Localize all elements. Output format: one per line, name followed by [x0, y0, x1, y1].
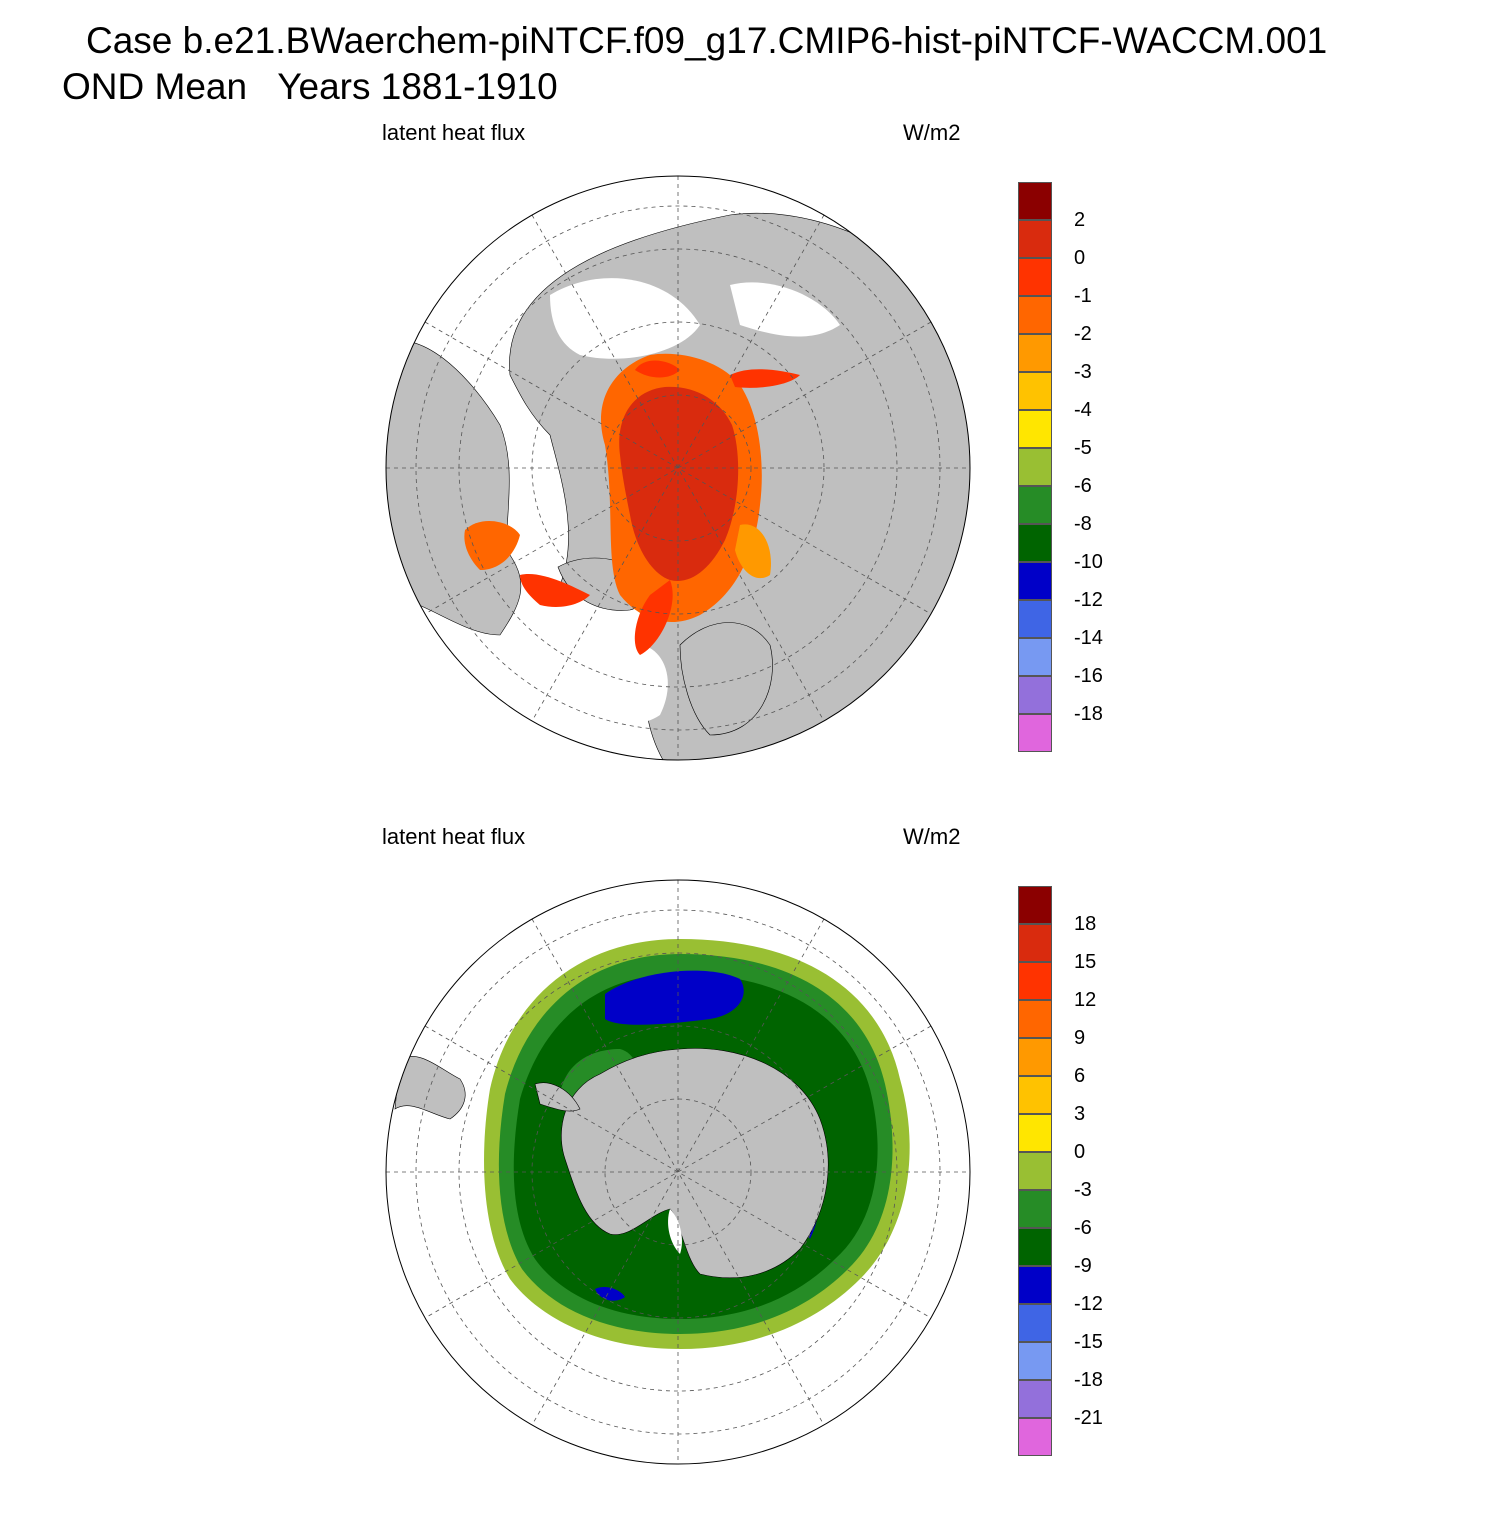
colorbar-north-tick: -12 [1074, 589, 1103, 611]
colorbar-south-box [1018, 1418, 1052, 1456]
colorbar-north-tick: -1 [1074, 285, 1092, 307]
colorbar-north-box [1018, 220, 1052, 258]
variable-label-south: latent heat flux [382, 824, 526, 849]
colorbar-north-box [1018, 638, 1052, 676]
colorbar-south-tick: -15 [1074, 1331, 1103, 1353]
colorbar-north-box [1018, 562, 1052, 600]
colorbar-north-box [1018, 486, 1052, 524]
map-south-polar [385, 879, 971, 1465]
colorbar-north-tick: -14 [1074, 627, 1103, 649]
colorbar-south-tick: 9 [1074, 1027, 1086, 1049]
units-label-north: W/m2 [903, 120, 961, 145]
colorbar-north-box [1018, 258, 1052, 296]
colorbar-north-tick: -18 [1074, 703, 1103, 725]
flux-blue-patch-2 [595, 1286, 625, 1301]
colorbar-south-box [1018, 1228, 1052, 1266]
colorbar-north-box [1018, 410, 1052, 448]
colorbar-north-tick: -10 [1074, 551, 1103, 573]
colorbar-north-tick: -16 [1074, 665, 1103, 687]
colorbar-south-box [1018, 1342, 1052, 1380]
colorbar-north-tick: 2 [1074, 209, 1086, 231]
colorbar-north-box [1018, 182, 1052, 220]
graticule-north [386, 176, 970, 760]
colorbar-north-tick: -3 [1074, 361, 1092, 383]
colorbar-north-box [1018, 296, 1052, 334]
panel-north: latent heat flux W/m2 [0, 115, 1500, 815]
colorbar-north-tick: -2 [1074, 323, 1092, 345]
colorbar-north-tick: -6 [1074, 475, 1092, 497]
colorbar-north-box [1018, 600, 1052, 638]
colorbar-south-box [1018, 1000, 1052, 1038]
colorbar-south-tick: 6 [1074, 1065, 1086, 1087]
colorbar-north-tick: -8 [1074, 513, 1092, 535]
colorbar-south-tick: 18 [1074, 913, 1097, 935]
colorbar-south-box [1018, 1190, 1052, 1228]
colorbar-south-box [1018, 1114, 1052, 1152]
variable-label-north: latent heat flux [382, 120, 526, 145]
colorbar-north-tick: 0 [1074, 247, 1086, 269]
colorbar-north-box [1018, 714, 1052, 752]
units-label-south: W/m2 [903, 824, 961, 849]
colorbar-south-box [1018, 886, 1052, 924]
colorbar-south-tick: -21 [1074, 1407, 1103, 1429]
colorbar-south-box [1018, 962, 1052, 1000]
colorbar-north: 2 0 -1 -2 -3 -4 -5 -6 -8 -10 -12 -14 -16… [1018, 182, 1178, 762]
colorbar-south: 18 15 12 9 6 3 0 -3 -6 -9 -12 -15 -18 -2… [1018, 886, 1178, 1466]
colorbar-north-tick: -5 [1074, 437, 1092, 459]
land-scandinavia [679, 622, 773, 736]
map-north-polar [385, 175, 971, 761]
flux-arctic-core [619, 386, 739, 581]
colorbar-south-tick: -9 [1074, 1255, 1092, 1277]
colorbar-north-box [1018, 448, 1052, 486]
colorbar-south-box [1018, 1380, 1052, 1418]
colorbar-north-box [1018, 524, 1052, 562]
colorbar-south-tick: -3 [1074, 1179, 1092, 1201]
land-south-america [394, 1056, 466, 1120]
colorbar-south-box [1018, 1076, 1052, 1114]
title-period-line: OND Mean Years 1881-1910 [62, 66, 558, 107]
colorbar-north-tick: -4 [1074, 399, 1092, 421]
colorbar-north-box [1018, 372, 1052, 410]
colorbar-south-tick: -6 [1074, 1217, 1092, 1239]
colorbar-south-box [1018, 1038, 1052, 1076]
figure-title: Case b.e21.BWaerchem-piNTCF.f09_g17.CMIP… [0, 0, 1500, 120]
colorbar-south-box [1018, 924, 1052, 962]
colorbar-south-tick: 3 [1074, 1103, 1086, 1125]
title-case-line: Case b.e21.BWaerchem-piNTCF.f09_g17.CMIP… [86, 20, 1328, 61]
panel-south: latent heat flux W/m2 [0, 819, 1500, 1519]
colorbar-south-box [1018, 1152, 1052, 1190]
colorbar-south-tick: 15 [1074, 951, 1097, 973]
colorbar-south-tick: 0 [1074, 1141, 1086, 1163]
colorbar-south-box [1018, 1304, 1052, 1342]
colorbar-north-box [1018, 334, 1052, 372]
colorbar-south-tick: -12 [1074, 1293, 1103, 1315]
colorbar-north-box [1018, 676, 1052, 714]
colorbar-south-tick: 12 [1074, 989, 1097, 1011]
flux-blue-patch-1 [605, 970, 744, 1025]
graticule-south [386, 880, 970, 1464]
colorbar-south-tick: -18 [1074, 1369, 1103, 1391]
colorbar-south-box [1018, 1266, 1052, 1304]
